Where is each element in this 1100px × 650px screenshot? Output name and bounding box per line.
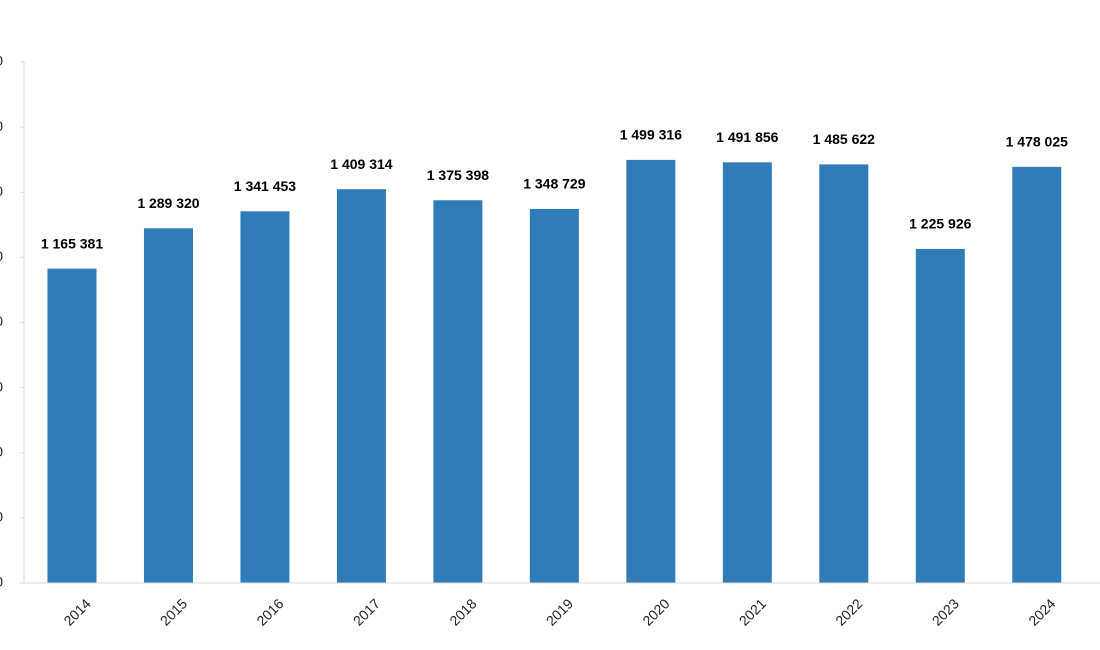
x-tick-label: 2018: [446, 595, 479, 628]
y-tick-label: 1 400 000: [0, 183, 3, 199]
bar: [143, 228, 193, 584]
value-label: 1 225 926: [909, 216, 971, 232]
y-tick-label: 400 000: [0, 509, 3, 525]
y-tick-label: 1 800 000: [0, 53, 3, 69]
x-tick-label: 2014: [60, 595, 93, 628]
value-label: 1 485 622: [813, 131, 875, 147]
y-tick-label: 600 000: [0, 443, 3, 459]
bar: [47, 268, 97, 583]
y-tick-label: 1 200 000: [0, 248, 3, 264]
y-tick-label: 800 000: [0, 378, 3, 394]
value-label: 1 409 314: [330, 156, 392, 172]
value-label: 1 478 025: [1006, 134, 1068, 150]
x-tick-label: 2020: [639, 595, 672, 628]
x-tick-label: 2024: [1025, 595, 1058, 628]
value-label: 1 491 856: [716, 129, 778, 145]
bar: [722, 162, 772, 583]
x-tick-label: 2021: [736, 595, 769, 628]
x-tick-label: 2017: [350, 595, 383, 628]
x-tick-label: 2015: [157, 595, 190, 628]
bar: [819, 164, 869, 584]
value-label: 1 289 320: [137, 195, 199, 211]
value-label: 1 499 316: [620, 127, 682, 143]
bar: [626, 159, 676, 584]
bar: [529, 208, 579, 583]
y-tick-label: 200 000: [0, 574, 3, 590]
x-tick-label: 2022: [832, 595, 865, 628]
value-label: 1 165 381: [41, 235, 103, 251]
bar: [433, 200, 483, 583]
y-tick-label: 1 000 000: [0, 313, 3, 329]
x-tick-label: 2019: [543, 595, 576, 628]
value-label: 1 375 398: [427, 167, 489, 183]
x-tick-label: 2023: [929, 595, 962, 628]
value-label: 1 341 453: [234, 178, 296, 194]
bar: [336, 189, 386, 583]
y-tick-label: 1 600 000: [0, 118, 3, 134]
value-label: 1 348 729: [523, 176, 585, 192]
bar: [1012, 166, 1062, 583]
bar: [240, 211, 290, 583]
x-tick-label: 2016: [253, 595, 286, 628]
bar: [915, 248, 965, 583]
